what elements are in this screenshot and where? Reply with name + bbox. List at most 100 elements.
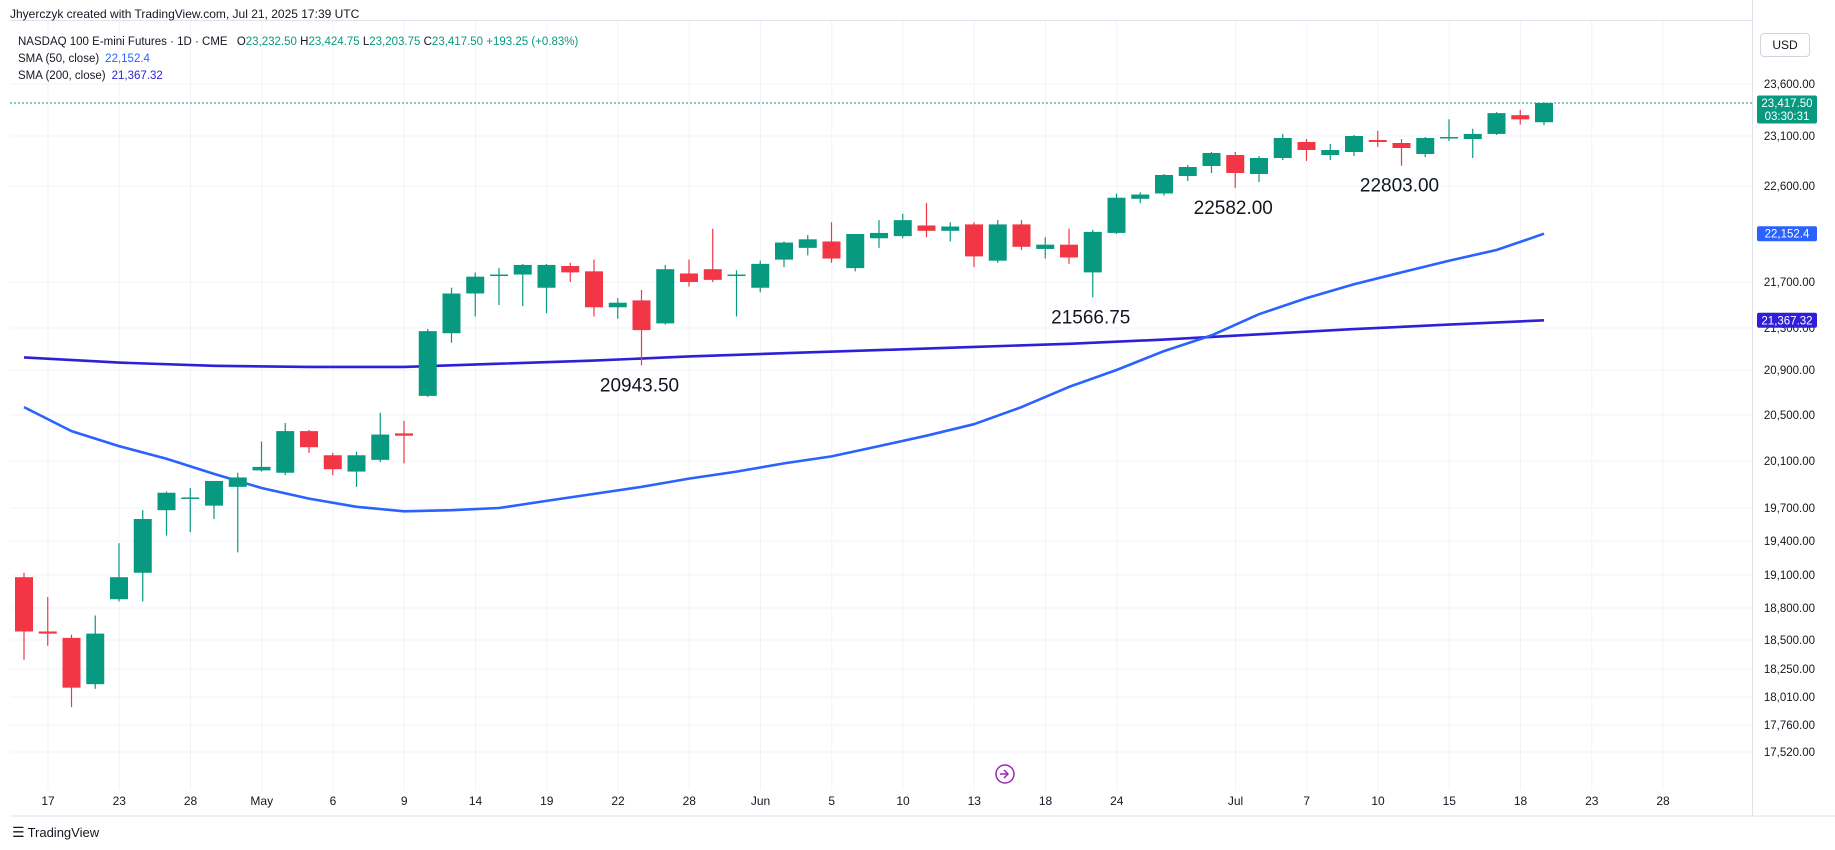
candle [1107,193,1126,234]
candle-body [1202,153,1221,166]
candle-body [1535,102,1553,123]
candle-body [1511,115,1530,120]
candle-body [1060,244,1078,258]
candle [941,222,960,242]
sma200-tag: 21,367.32 [1757,312,1817,328]
sma200-line [23,319,1545,369]
candle-body [988,224,1007,261]
price-tick-label: 18,500.00 [1764,635,1815,647]
time-tick-label: 6 [330,794,337,808]
symbol-title[interactable]: NASDAQ 100 E-mini Futures · 1D · CME [18,36,228,48]
symbol-row[interactable]: NASDAQ 100 E-mini Futures · 1D · CME O23… [18,36,579,48]
candle-body [490,274,508,277]
candle-body [608,302,627,308]
sma50-tag-text: 22,152.4 [1765,229,1810,241]
sma200-tag-bg [1757,312,1817,328]
candle-body [513,264,532,275]
candle [418,329,437,397]
candle [490,268,508,305]
candle-body [893,220,912,237]
sma200-legend-row[interactable]: SMA (200, close) 21,367.32 [18,68,578,85]
time-tick-label: 13 [968,794,982,808]
price-annotation: 22803.00 [1360,176,1439,197]
price-tick-label: 23,100.00 [1764,131,1815,143]
candle [86,615,105,689]
candle [608,298,627,319]
sma50-label[interactable]: SMA (50, close) [18,53,100,65]
last-price-tag-bg [1757,95,1817,124]
candle-body [1368,140,1387,142]
candle-body [1392,143,1411,148]
sma200-tag-text: 21,367.32 [1761,315,1812,327]
candle-body [870,232,888,239]
created-by-text: Jhyerczyk created with TradingView.com, … [10,7,360,21]
candle [38,597,57,646]
candle-body [1083,231,1102,273]
candle-body [965,224,983,257]
candle-body [300,431,318,448]
price-tick-label: 20,500.00 [1764,410,1815,422]
price-tick-label: 19,100.00 [1764,570,1815,582]
currency-button[interactable]: USD [1760,33,1810,57]
price-tick-label: 20,900.00 [1764,365,1815,377]
sma50-legend-row[interactable]: SMA (50, close) 22,152.4 [18,51,578,68]
candle-body [1012,224,1031,247]
candle [1392,139,1411,166]
time-tick-label: 23 [1585,794,1599,808]
candle-body [276,431,295,473]
close-value: 23,417.50 [431,36,484,48]
tradingview-brand[interactable]: ☰ TradingView [12,824,99,841]
candle [466,272,485,317]
chart-legend: NASDAQ 100 E-mini Futures · 1D · CME O23… [18,34,578,85]
candle [1036,237,1055,259]
candle [252,441,271,472]
candle [561,262,580,282]
candle-body [1440,137,1458,139]
candle-body [418,331,437,396]
candle [1297,139,1316,161]
candle-body [1250,158,1268,174]
price-annotations: 20943.50 21566.75 22582.00 22803.00 [600,176,1439,397]
candle-body [941,226,960,231]
candle [632,290,651,366]
candle [1083,229,1102,298]
candle-body [466,276,485,294]
change-value: +193.25 (+0.83%) [486,36,579,48]
last-price-tag-text: 23,417.50 [1761,98,1812,110]
candle-body [727,274,746,277]
go-to-realtime-icon[interactable] [995,764,1015,784]
candle [62,634,81,708]
candle-body [656,269,675,324]
time-tick-label: 10 [1371,794,1385,808]
time-tick-label: 23 [113,794,127,808]
candle [181,488,200,533]
candle [371,412,390,463]
sma200-label[interactable]: SMA (200, close) [18,70,106,82]
candle [585,259,603,317]
candle-body [537,264,556,288]
time-tick-label: 28 [683,794,697,808]
candle [846,234,865,272]
candle-body [38,631,57,634]
candle-body [86,633,105,685]
sma50-value: 22,152.4 [105,53,150,65]
price-annotation: 22582.00 [1194,198,1273,219]
candle [1535,102,1553,126]
candle [798,235,817,256]
price-tick-label: 18,010.00 [1764,692,1815,704]
chart-grid [10,0,1835,817]
time-tick-label: 19 [540,794,554,808]
candle-body [632,300,651,331]
candle-body [1463,133,1482,139]
candle [1463,128,1482,158]
price-tick-label: 19,400.00 [1764,536,1815,548]
candle [513,263,532,307]
candle [893,213,912,239]
candle [965,222,983,268]
candle-body [347,455,366,472]
candle-body [371,434,390,460]
time-tick-label: 7 [1303,794,1310,808]
candle [1155,174,1173,196]
candle-body [846,234,865,269]
